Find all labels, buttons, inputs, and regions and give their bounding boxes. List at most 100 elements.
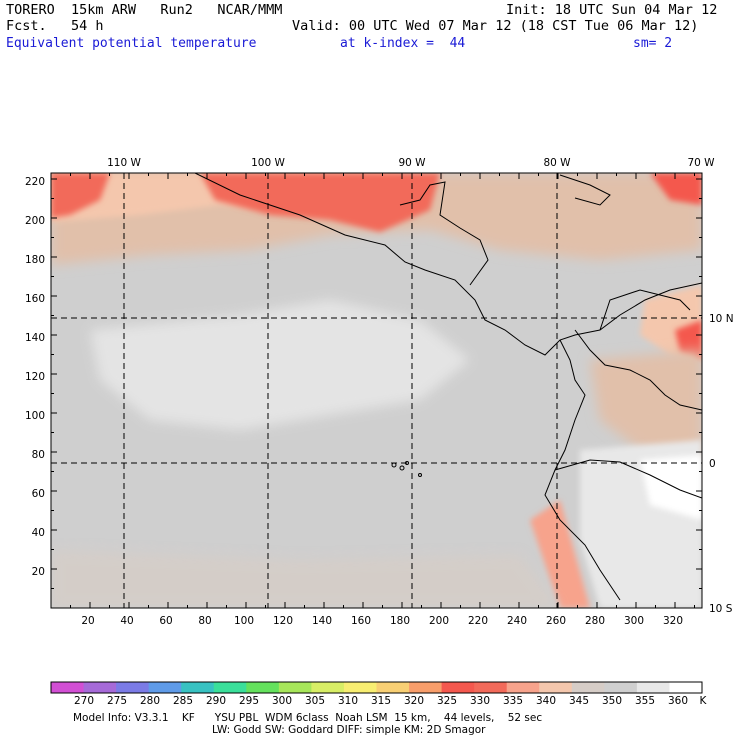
x-label-40: 40 [120,615,133,627]
x-label-140: 140 [312,615,332,627]
top-lon-labels: 110 W 100 W 90 W 80 W 70 W [107,157,715,169]
colorbar-swatch [51,682,84,693]
lon-label-110w: 110 W [107,157,141,169]
forecast-hour: Fcst. 54 h [6,18,104,34]
cb-label-295: 295 [239,695,259,707]
warm-strip-peru [530,500,590,608]
left-y-labels: 220 200 180 160 140 120 100 80 60 40 20 [25,176,45,578]
valid-time: Valid: 00 UTC Wed 07 Mar 12 (18 CST Tue … [292,18,699,34]
y-label-200: 200 [25,215,45,227]
colorbar-swatch [409,682,442,693]
colorbar-swatch [441,682,475,693]
level-label: at k-index = 44 [340,36,466,51]
y-label-100: 100 [25,410,45,422]
cb-label-340: 340 [536,695,556,707]
y-label-140: 140 [25,332,45,344]
x-label-160: 160 [351,615,371,627]
white-area-amazon [640,455,702,520]
colorbar-swatch [506,682,540,693]
colorbar-frame [50,681,703,694]
cb-label-320: 320 [404,695,424,707]
coastline-cuba [559,174,611,206]
cb-label-355: 355 [635,695,655,707]
model-title: TORERO 15km ARW Run2 NCAR/MMM [6,2,283,18]
colorbar-swatch [83,682,117,693]
colorbar-swatch [669,682,703,693]
cb-label-325: 325 [437,695,457,707]
x-label-180: 180 [390,615,410,627]
colorbar [50,681,703,694]
x-label-200: 200 [429,615,449,627]
bottom-x-labels: 20 40 60 80 100 120 140 160 180 200 220 … [81,615,683,627]
cb-label-315: 315 [371,695,391,707]
warm-area-colombia [590,350,702,460]
theta-e-field [51,173,702,608]
x-label-20: 20 [81,615,94,627]
y-label-120: 120 [25,371,45,383]
galapagos-island-4 [418,473,422,477]
colorbar-swatch [343,682,377,693]
x-label-300: 300 [624,615,644,627]
colorbar-swatch [148,682,182,693]
graticule [51,173,702,608]
colorbar-swatch [278,682,312,693]
cb-unit-label: K [700,695,708,707]
y-label-60: 60 [32,488,45,500]
model-info-line-1: Model Info: V3.3.1 KF YSU PBL WDM 6class… [73,712,543,724]
lat-label-0: 0 [709,458,716,470]
border-ecuador-peru [554,459,702,499]
lon-label-100w: 100 W [251,157,285,169]
light-area-ocean [90,300,470,430]
colorbar-swatch [311,682,345,693]
hot-area-mexico [200,173,440,232]
colorbar-swatch [246,682,280,693]
init-time: Init: 18 UTC Sun 04 Mar 12 [506,2,718,18]
cb-label-270: 270 [74,695,94,707]
smoothing-label: sm= 2 [633,36,673,51]
lon-label-90w: 90 W [398,157,426,169]
x-label-220: 220 [468,615,488,627]
x-label-280: 280 [585,615,605,627]
y-label-220: 220 [25,176,45,188]
cb-label-300: 300 [272,695,292,707]
colorbar-swatch [604,682,638,693]
y-label-160: 160 [25,293,45,305]
x-label-120: 120 [273,615,293,627]
coastline-caribbean [599,289,691,331]
border-colombia [574,329,702,411]
cb-label-305: 305 [305,695,325,707]
cb-label-290: 290 [206,695,226,707]
lat-label-10s: 10 S [709,603,733,615]
x-label-80: 80 [198,615,211,627]
y-label-180: 180 [25,254,45,266]
hot-area-caribbean [650,173,702,205]
y-label-40: 40 [32,527,45,539]
x-label-240: 240 [507,615,527,627]
galapagos-island-2 [399,465,405,471]
cb-label-285: 285 [173,695,193,707]
cb-label-275: 275 [107,695,127,707]
colorbar-swatch [571,682,605,693]
colorbar-labels: 270 275 280 285 290 295 300 305 310 315 … [74,695,708,707]
tan-area-south [51,550,560,608]
hot-area-nw [51,173,110,218]
x-label-320: 320 [663,615,683,627]
colorbar-swatch [376,682,410,693]
cb-label-330: 330 [470,695,490,707]
field-name: Equivalent potential temperature [6,36,257,51]
map-frame [50,172,703,609]
lon-label-80w: 80 W [543,157,571,169]
y-label-20: 20 [32,566,45,578]
colorbar-swatch [213,682,247,693]
coastline-yucatan [399,181,489,286]
colorbar-swatch [474,682,508,693]
colorbar-swatch [539,682,573,693]
y-label-80: 80 [32,449,45,461]
colorbar-swatch [636,682,670,693]
cb-label-310: 310 [338,695,358,707]
cb-label-350: 350 [602,695,622,707]
x-label-60: 60 [159,615,172,627]
colorbar-swatch [181,682,215,693]
model-info-line-2: LW: Godd SW: Goddard DIFF: simple KM: 2D… [212,724,486,736]
